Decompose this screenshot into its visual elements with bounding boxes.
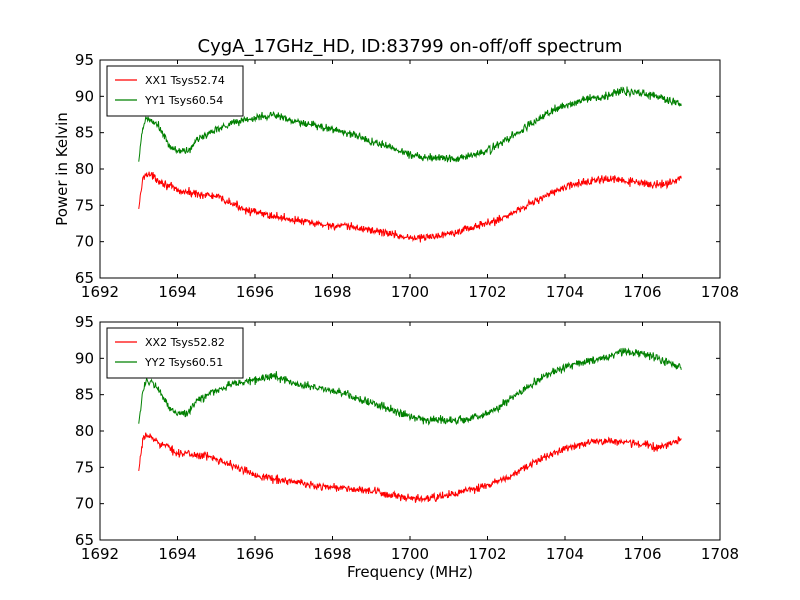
y-tick-label: 85	[75, 124, 94, 142]
x-tick-label: 1708	[701, 283, 739, 301]
x-tick-label: 1692	[81, 545, 119, 563]
legend-entry: YY2 Tsys60.51	[144, 356, 223, 369]
x-tick-label: 1700	[391, 545, 429, 563]
x-tick-label: 1702	[468, 283, 506, 301]
chart-panel-2: 1692 1694 1696 1698 1700 1702 1704 1706 1708 65 70…	[75, 313, 739, 581]
series-line-yy2	[138, 347, 682, 426]
x-tick-label: 1694	[158, 283, 196, 301]
legend-box	[106, 65, 244, 117]
y-tick-label: 90	[75, 349, 94, 367]
y-tick-label: 95	[75, 51, 94, 69]
x-tick-label: 1704	[546, 545, 584, 563]
x-tick-label: 1696	[236, 545, 274, 563]
legend-entry: YY1 Tsys60.54	[144, 94, 223, 107]
legend-entry: XX1 Tsys52.74	[145, 74, 225, 87]
y-tick-label: 75	[75, 458, 94, 476]
x-tick-label: 1698	[313, 283, 351, 301]
x-tick-label: 1706	[623, 545, 661, 563]
y-tick-label: 65	[75, 269, 94, 287]
legend: XX1 Tsys52.74 YY1 Tsys60.54	[106, 65, 244, 117]
y-tick-label: 80	[75, 422, 94, 440]
x-tick-label: 1700	[391, 283, 429, 301]
y-axis-label: Power in Kelvin	[53, 112, 71, 226]
legend: XX2 Tsys52.82 YY2 Tsys60.51	[106, 327, 244, 379]
series-line-xx2	[138, 432, 682, 504]
chart-title: CygA_17GHz_HD, ID:83799 on-off/off spect…	[198, 36, 623, 57]
x-tick-label: 1696	[236, 283, 274, 301]
y-tick-label: 70	[75, 495, 94, 513]
x-axis-label: Frequency (MHz)	[347, 563, 473, 581]
x-tick-label: 1702	[468, 545, 506, 563]
x-tick-label: 1698	[313, 545, 351, 563]
y-tick-label: 80	[75, 160, 94, 178]
x-tick-label: 1694	[158, 545, 196, 563]
legend-box	[106, 327, 244, 379]
chart-panel-1: 1692 1694 1696 1698 1700 1702 1704 1706 1708 65 70…	[53, 36, 739, 301]
y-tick-label: 95	[75, 313, 94, 331]
y-tick-label: 85	[75, 386, 94, 404]
y-tick-label: 90	[75, 87, 94, 105]
y-tick-label: 75	[75, 196, 94, 214]
series-line-yy1	[138, 86, 682, 163]
y-tick-label: 70	[75, 233, 94, 251]
x-tick-label: 1708	[701, 545, 739, 563]
legend-entry: XX2 Tsys52.82	[145, 336, 225, 349]
series-line-xx1	[138, 171, 682, 243]
x-tick-label: 1692	[81, 283, 119, 301]
y-tick-label: 65	[75, 531, 94, 549]
x-tick-label: 1706	[623, 283, 661, 301]
x-tick-label: 1704	[546, 283, 584, 301]
